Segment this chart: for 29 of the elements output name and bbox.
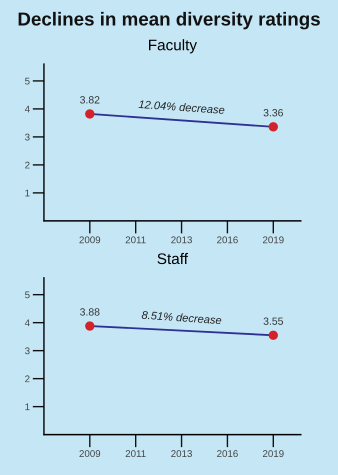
x-tick-label: 2019 [262,450,284,458]
x-tick-label: 2013 [171,450,192,458]
x-tick-label: 2016 [217,450,238,458]
x-tick-label: 2009 [79,236,100,244]
chart-subtitle: Staff [158,252,188,264]
y-tick-label: 2 [25,162,30,168]
x-tick-label: 2009 [79,450,100,458]
data-label: 3.88 [80,308,100,316]
x-tick-label: 2011 [126,236,146,244]
x-tick-label: 2019 [262,236,284,244]
y-tick-label: 5 [25,78,30,85]
x-tick-label: 2013 [171,236,192,244]
y-tick-label: 2 [25,375,30,382]
y-tick-label: 4 [24,319,30,326]
chart-title: Declines in mean diversity ratings [18,12,320,30]
annotation: 8.51% decrease [142,310,222,324]
chart-subtitle: Faculty [149,39,197,54]
y-tick-label: 5 [25,292,30,298]
data-label: 3.36 [264,109,283,116]
x-tick-label: 2011 [126,450,146,458]
data-label: 3.55 [264,317,283,325]
x-tick-label: 2016 [217,236,238,244]
y-tick-label: 1 [25,190,30,196]
data-label: 3.82 [80,96,100,104]
y-tick-label: 3 [25,134,30,141]
y-tick-label: 1 [25,403,30,410]
annotation: 12.04% decrease [138,100,225,114]
y-tick-label: 3 [25,347,30,354]
y-tick-label: 4 [24,106,30,112]
